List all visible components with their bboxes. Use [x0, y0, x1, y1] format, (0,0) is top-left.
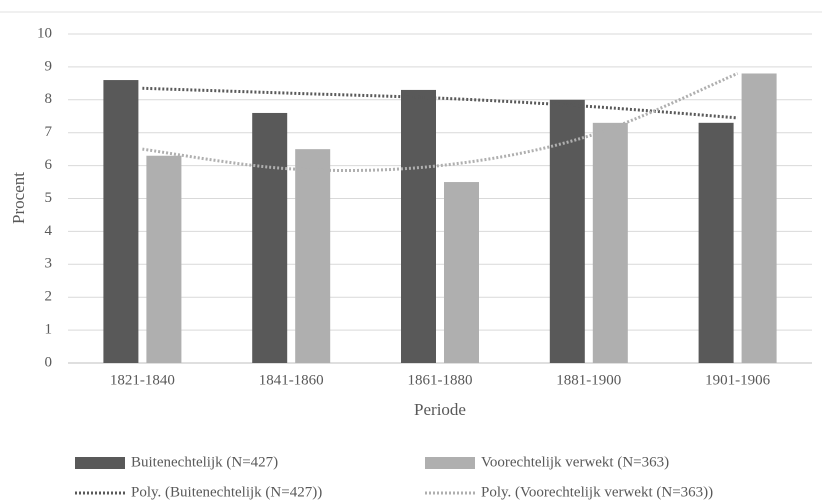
legend-swatch	[75, 457, 125, 469]
bar	[401, 89, 436, 364]
y-axis-label: Procent	[9, 172, 28, 224]
y-tick-label: 3	[45, 256, 53, 272]
bar	[252, 112, 288, 364]
bar	[295, 149, 331, 363]
bar	[103, 80, 139, 363]
bar	[592, 122, 628, 363]
bar	[741, 73, 777, 363]
legend-swatch	[425, 457, 475, 469]
y-tick-label: 1	[45, 322, 53, 338]
y-tick-label: 8	[45, 91, 53, 107]
trendline	[142, 72, 739, 172]
y-tick-label: 6	[45, 157, 53, 173]
x-tick-label: 1881-1900	[556, 372, 621, 388]
y-tick-label: 9	[45, 58, 53, 74]
x-tick-label: 1841-1860	[259, 372, 324, 388]
legend-label: Poly. (Voorechtelijk verwekt (N=363))	[481, 484, 713, 500]
bar	[444, 182, 479, 363]
y-tick-label: 2	[45, 289, 53, 305]
y-tick-label: 10	[37, 25, 52, 41]
y-tick-label: 0	[45, 354, 53, 370]
bar	[698, 122, 734, 363]
legend-label: Voorechtelijk verwekt (N=363)	[481, 454, 669, 470]
x-tick-label: 1821-1840	[110, 372, 175, 388]
bar	[146, 155, 182, 363]
legend-label: Poly. (Buitenechtelijk (N=427))	[131, 484, 322, 500]
x-tick-label: 1901-1906	[705, 372, 770, 388]
legend-label: Buitenechtelijk (N=427)	[131, 454, 278, 470]
y-tick-label: 4	[45, 223, 53, 239]
x-tick-label: 1861-1880	[408, 372, 473, 388]
x-axis-label: Periode	[414, 400, 466, 419]
y-tick-label: 5	[45, 190, 53, 206]
y-tick-label: 7	[45, 124, 53, 140]
trendline	[142, 86, 738, 120]
